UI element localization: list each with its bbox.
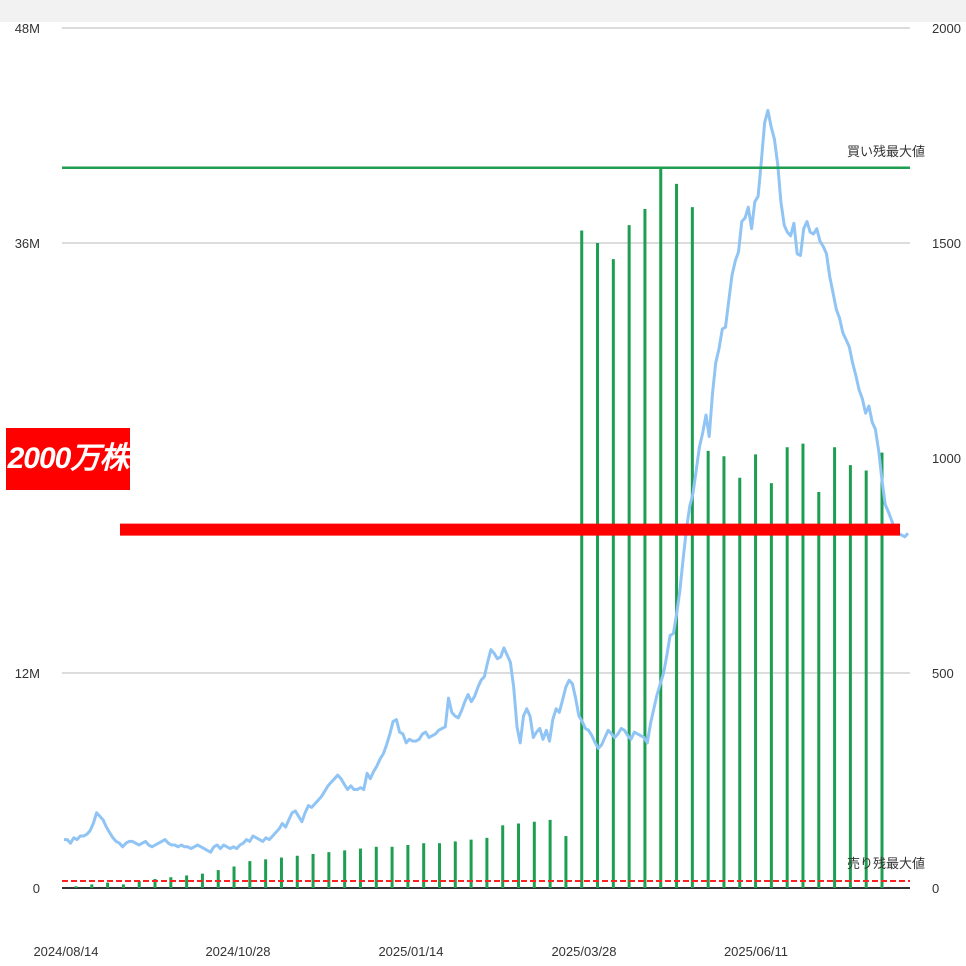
tick-labels: 0 12M 36M 48M 0 500 1000 1500 2000 2024/08/14 2024… [15, 21, 961, 959]
sell-max-label: 売り残最大値 [847, 856, 925, 872]
y-left-tick-label: 12M [15, 666, 40, 681]
x-tick-label: 2024/10/28 [205, 944, 270, 959]
top-bar [0, 0, 966, 22]
x-tick-label: 2025/03/28 [551, 944, 616, 959]
y-right-tick-label: 2000 [932, 21, 961, 36]
y-left-tick-label: 36M [15, 236, 40, 251]
x-tick-label: 2025/01/14 [378, 944, 443, 959]
y-left-tick-label: 0 [33, 881, 40, 896]
y-right-tick-label: 1000 [932, 451, 961, 466]
line-series [64, 108, 910, 854]
buy-max-label: 買い残最大値 [847, 144, 925, 160]
y-right-tick-label: 500 [932, 666, 954, 681]
highlight-label: 2000万株 [6, 428, 130, 490]
y-right-tick-label: 1500 [932, 236, 961, 251]
y-left-tick-label: 48M [15, 21, 40, 36]
x-tick-label: 2025/06/11 [724, 944, 788, 959]
gridlines [62, 27, 910, 889]
price-line [64, 108, 910, 854]
y-right-tick-label: 0 [932, 881, 939, 896]
x-tick-label: 2024/08/14 [33, 944, 98, 959]
